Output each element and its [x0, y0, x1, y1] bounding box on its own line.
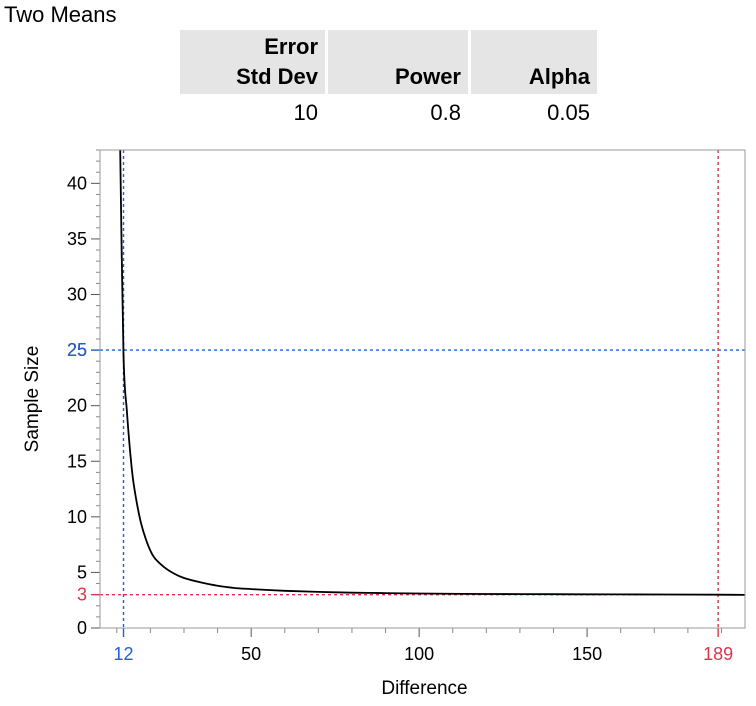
x-tick-label-100: 100	[404, 644, 434, 664]
x-axis: 50 100 150	[116, 628, 722, 664]
y-tick-label-30: 30	[67, 285, 87, 305]
x-axis-label: Difference	[381, 678, 467, 699]
value-power[interactable]: 0.8	[430, 100, 461, 125]
series-line-0	[119, 149, 746, 596]
crosshair-x-label-1: 189	[703, 644, 733, 664]
y-axis-label: Sample Size	[22, 346, 43, 453]
parameters-header-row: Error Std Dev Power Alpha	[180, 30, 597, 94]
y-tick-label-35: 35	[67, 229, 87, 249]
header-error-line: Error	[264, 34, 318, 59]
y-axis: 0 5 10 15 20 25 30 35 40	[67, 149, 100, 638]
y-tick-label-40: 40	[67, 173, 87, 193]
crosshair-y-label-0: 25	[67, 340, 87, 360]
crosshair-x-label-0: 12	[114, 644, 134, 664]
y-tick-label-10: 10	[67, 507, 87, 527]
value-error-std-dev[interactable]: 10	[293, 100, 318, 125]
x-tick-label-50: 50	[241, 644, 261, 664]
y-tick-label-5: 5	[77, 562, 87, 582]
y-tick-label-15: 15	[67, 451, 87, 471]
y-tick-label-0: 0	[77, 618, 87, 638]
header-power: Power	[325, 30, 468, 94]
plot-frame	[99, 149, 746, 629]
parameters-value-row: 10 0.8 0.05	[180, 94, 597, 128]
y-tick-label-25: 25	[67, 340, 87, 360]
value-alpha[interactable]: 0.05	[547, 100, 590, 125]
header-std-dev-line: Std Dev	[236, 64, 318, 89]
report-title: Two Means	[4, 2, 117, 27]
crosshair-y-label-1: 3	[77, 585, 87, 605]
x-tick-label-150: 150	[572, 644, 602, 664]
parameters-table: Error Std Dev Power Alpha 10 0.8 0.05	[180, 30, 597, 128]
header-alpha: Alpha	[468, 30, 597, 94]
header-error-std-dev: Error Std Dev	[180, 30, 325, 94]
y-tick-label-20: 20	[67, 396, 87, 416]
series-group	[119, 149, 746, 596]
crosshairs[interactable]: 12 25 189 3	[67, 150, 745, 664]
